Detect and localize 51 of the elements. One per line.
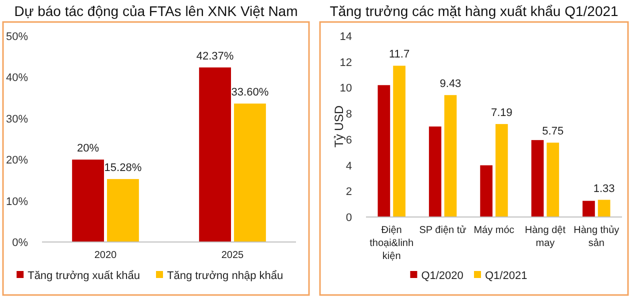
bar <box>378 85 390 217</box>
bar <box>444 95 457 217</box>
y-tick-label: 14 <box>340 31 352 43</box>
chart-title: Dự báo tác động của FTAs lên XNK Việt Nam <box>14 3 298 19</box>
y-tick-label: 10 <box>340 82 352 95</box>
x-tick-label: Hàng thủy sản <box>574 225 620 249</box>
y-tick-label: 0% <box>12 237 28 249</box>
y-tick-label: 4 <box>346 160 352 172</box>
data-label: 15.28% <box>104 162 142 174</box>
data-label: 9.43 <box>440 78 462 90</box>
bar <box>107 179 139 242</box>
y-tick-label: 10% <box>6 196 28 208</box>
bar <box>582 200 595 217</box>
data-label: 7.19 <box>490 107 512 120</box>
y-tick-label: 20% <box>6 154 28 167</box>
data-label: 42.37% <box>196 50 234 62</box>
bar <box>496 124 508 217</box>
y-tick-label: 50% <box>6 31 28 43</box>
bar <box>531 140 544 217</box>
chart-title: Tăng trưởng các mặt hàng xuất khẩu Q1/2021 <box>330 3 619 19</box>
x-tick-label: 2025 <box>221 250 244 261</box>
bar <box>598 200 610 217</box>
legend-label: Q1/2020 <box>421 270 464 282</box>
y-tick-label: 2 <box>346 186 352 198</box>
legend-label: Tăng trưởng nhập khẩu <box>167 270 284 282</box>
data-label: 33.60% <box>231 86 269 99</box>
y-tick-label: 6 <box>346 134 352 146</box>
legend-label: Tăng trưởng xuất khẩu <box>28 270 140 282</box>
y-tick-label: 40% <box>6 72 28 84</box>
y-tick-label: 8 <box>346 108 352 121</box>
legend-label: Q1/2021 <box>485 270 528 282</box>
data-label: 20% <box>77 142 100 155</box>
bar <box>480 165 492 217</box>
bar <box>199 67 231 242</box>
bar <box>72 160 104 242</box>
x-tick-label: Hàng dệt may <box>524 225 566 249</box>
y-tick-label: 30% <box>6 113 28 126</box>
data-label: 11.7 <box>388 48 410 61</box>
x-tick-label: Máy móc <box>474 225 514 236</box>
y-axis-title: Tỷ USD <box>332 105 346 148</box>
x-tick-label: 2020 <box>94 250 118 261</box>
x-tick-label: SP điện tử <box>419 225 467 236</box>
bar <box>393 66 406 217</box>
y-tick-label: 0 <box>346 212 352 224</box>
bar <box>428 126 442 217</box>
data-label: 1.33 <box>593 182 615 195</box>
x-tick-label: Điện thoại&linh kiện <box>370 225 414 262</box>
bar <box>546 142 560 217</box>
y-tick-label: 12 <box>340 56 352 69</box>
data-label: 5.75 <box>542 126 564 138</box>
bar <box>234 104 266 242</box>
